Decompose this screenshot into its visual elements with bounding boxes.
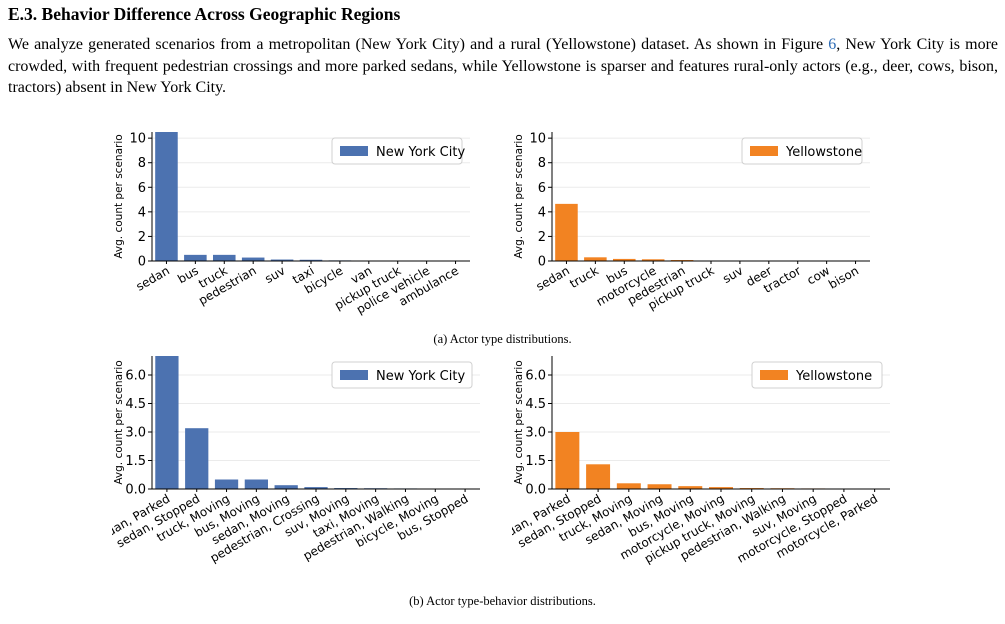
legend-box — [751, 361, 883, 389]
x-tick-label: suv — [720, 263, 745, 286]
section-paragraph: We analyze generated scenarios from a me… — [8, 34, 998, 99]
y-tick-label: 4.5 — [525, 397, 546, 412]
legend-box — [331, 361, 473, 389]
paragraph-text-after: , New York City is more crowded, with fr… — [8, 36, 998, 96]
legend-label: Yellowstone — [785, 145, 862, 160]
y-tick-label: 8 — [138, 156, 146, 171]
y-axis-label: Avg. count per scenario — [113, 360, 125, 484]
x-tick-label: bison — [826, 263, 861, 291]
y-tick-label: 0 — [138, 255, 146, 270]
bar — [586, 464, 611, 489]
legend-box — [741, 137, 863, 165]
bar — [185, 428, 209, 489]
y-tick-label: 4.5 — [125, 397, 146, 412]
bar — [555, 203, 578, 261]
bar — [299, 259, 323, 261]
bar — [244, 479, 268, 489]
bar — [647, 484, 672, 489]
bar — [678, 486, 703, 489]
bar — [155, 132, 178, 261]
bar — [616, 483, 641, 489]
bar — [184, 254, 207, 261]
y-tick-label: 8 — [538, 156, 546, 171]
legend-swatch — [340, 370, 368, 380]
y-tick-label: 2 — [538, 230, 546, 245]
y-tick-label: 6.0 — [525, 369, 546, 384]
y-tick-label: 10 — [129, 132, 146, 147]
y-axis-label: Avg. count per scenario — [113, 134, 125, 258]
figure-reference-link[interactable]: 6 — [828, 36, 837, 53]
y-tick-label: 2 — [138, 230, 146, 245]
y-tick-label: 3.0 — [525, 426, 546, 441]
y-tick-label: 0.0 — [125, 483, 146, 498]
y-tick-label: 3.0 — [125, 426, 146, 441]
legend-swatch — [760, 370, 788, 380]
bar — [584, 257, 607, 261]
x-tick-label: suv — [262, 263, 287, 286]
bar — [555, 432, 580, 489]
y-axis-label: Avg. count per scenario — [513, 360, 525, 484]
bar — [304, 487, 328, 489]
bar — [641, 259, 665, 261]
y-axis-label: Avg. count per scenario — [513, 134, 525, 258]
y-tick-label: 6 — [538, 181, 546, 196]
bar — [214, 479, 239, 489]
y-tick-label: 1.5 — [525, 454, 546, 469]
y-tick-label: 4 — [138, 205, 146, 220]
bar — [241, 257, 265, 261]
y-tick-label: 0 — [538, 255, 546, 270]
y-tick-label: 0.0 — [525, 483, 546, 498]
legend-label: New York City — [376, 369, 465, 384]
legend-swatch — [750, 146, 778, 156]
bar — [612, 258, 636, 261]
bar — [270, 259, 294, 261]
y-tick-label: 4 — [538, 205, 546, 220]
section-heading: E.3. Behavior Difference Across Geograph… — [8, 4, 401, 24]
legend-box — [331, 137, 463, 165]
y-tick-label: 6 — [138, 181, 146, 196]
paragraph-text-before: We analyze generated scenarios from a me… — [8, 36, 829, 53]
y-tick-label: 6.0 — [125, 369, 146, 384]
legend-swatch — [340, 146, 368, 156]
x-tick-label: truck — [567, 263, 601, 291]
bar — [274, 485, 298, 489]
legend-label: Yellowstone — [795, 369, 872, 384]
bar — [709, 487, 733, 489]
y-tick-label: 1.5 — [125, 454, 146, 469]
caption-a: (a) Actor type distributions. — [433, 332, 572, 346]
legend-label: New York City — [376, 145, 465, 160]
x-tick-label: bus — [175, 263, 201, 286]
bar — [212, 254, 236, 261]
caption-b: (b) Actor type-behavior distributions. — [409, 594, 596, 608]
y-tick-label: 10 — [529, 132, 546, 147]
bar — [155, 356, 179, 489]
